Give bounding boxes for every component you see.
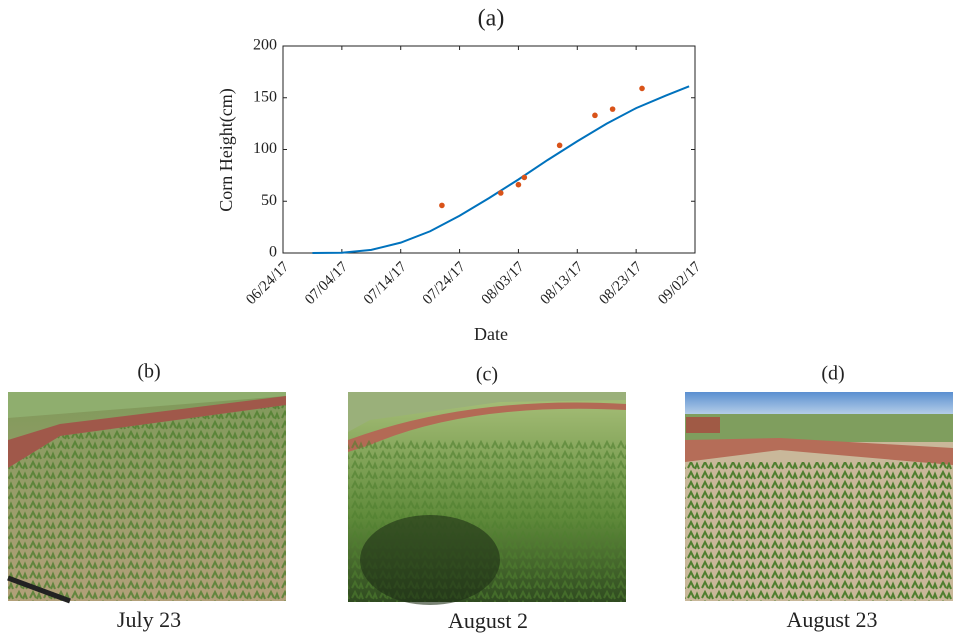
x-tick-label: 08/03/17	[479, 259, 528, 308]
x-tick-label: 08/23/17	[596, 259, 645, 308]
y-tick-label: 50	[261, 192, 277, 209]
y-axis-label: Corn Height(cm)	[216, 88, 237, 211]
x-tick-label: 07/04/17	[302, 259, 351, 308]
data-point	[439, 202, 445, 209]
photo-b	[7, 392, 286, 604]
data-point	[497, 190, 504, 196]
data-point	[556, 142, 563, 149]
panel-label: (d)	[821, 363, 844, 385]
panel-label: (b)	[137, 361, 160, 383]
x-tick-label: 06/24/17	[243, 259, 292, 308]
plot-frame	[282, 45, 696, 254]
y-tick-label: 0	[269, 244, 277, 261]
data-point	[609, 106, 616, 112]
y-tick-label: 150	[253, 88, 277, 105]
plot: 0 50 100 150 200 06/24/17 07/04/17 07/14/17 07/2…	[243, 37, 704, 308]
data-point	[521, 174, 528, 181]
panel-label: (c)	[476, 364, 498, 386]
y-tick-label: 200	[253, 37, 277, 54]
photo-c	[348, 392, 626, 605]
panel-caption: August 23	[786, 607, 877, 632]
x-tick-label: 08/13/17	[538, 259, 587, 308]
data-point	[592, 112, 598, 119]
x-axis-label: Date	[474, 324, 508, 344]
x-tick-label: 07/14/17	[361, 259, 410, 308]
panel-caption: July 23	[117, 607, 181, 632]
x-tick-label: 09/02/17	[655, 259, 704, 308]
chart-title: (a)	[478, 6, 505, 32]
photo-d	[685, 392, 953, 601]
panel-caption: August 2	[448, 608, 528, 633]
fit-curve	[312, 85, 690, 254]
x-tick-label: 07/24/17	[420, 259, 469, 308]
data-point	[639, 85, 645, 92]
y-tick-label: 100	[253, 140, 277, 157]
data-point	[515, 181, 522, 188]
